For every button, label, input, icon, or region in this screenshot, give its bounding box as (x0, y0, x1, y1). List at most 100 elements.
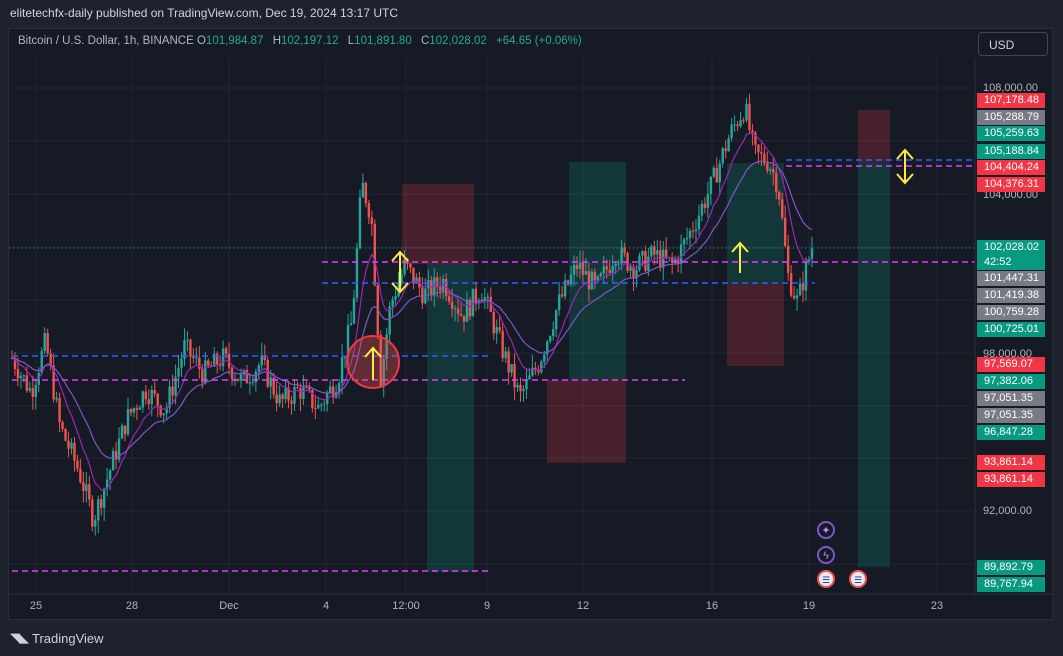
candle-body (379, 334, 382, 387)
candle-body (724, 148, 727, 152)
candle-body (28, 388, 32, 391)
up-arrow-annotation (731, 241, 749, 253)
candle-body (198, 357, 201, 369)
candle-body (465, 300, 469, 322)
close-value: 102,028.02 (429, 35, 487, 47)
candle-body (510, 364, 513, 373)
candle-body (385, 334, 388, 359)
candle-body (584, 271, 588, 275)
candle-body (73, 442, 76, 461)
candle-body (58, 397, 61, 423)
candle-body (769, 169, 772, 171)
time-axis-label: 9 (483, 600, 491, 612)
candle-body (757, 144, 760, 153)
candle-body (685, 237, 689, 240)
lightning-icon[interactable]: ϟ (817, 546, 835, 564)
candle-body (549, 336, 552, 342)
candle-body (525, 379, 528, 390)
candle-body (688, 230, 692, 238)
candle-body (254, 371, 258, 383)
candle-body (263, 355, 266, 360)
candle-body (439, 287, 442, 291)
candle-body (156, 393, 159, 406)
candle-body (168, 386, 171, 408)
candle-body (61, 422, 64, 429)
candle-body (534, 367, 537, 371)
candle-body (19, 375, 23, 379)
time-axis-label: 23 (930, 600, 944, 612)
candle-body (323, 403, 326, 405)
candle-body (531, 367, 534, 376)
price-badge: 96,847.28 (977, 425, 1045, 440)
candle-body (13, 357, 17, 370)
candle-body (766, 163, 769, 171)
candle-body (638, 255, 641, 270)
candle-body (665, 249, 668, 258)
chart-pane[interactable] (8, 28, 1053, 620)
candle-body (471, 288, 475, 317)
candle-body (40, 350, 43, 373)
candle-body (783, 217, 787, 246)
candle-body (340, 357, 344, 383)
candle-body (679, 244, 683, 264)
candle-body (623, 247, 626, 254)
candle-body (343, 357, 347, 359)
candle-body (641, 251, 644, 256)
candle-body (519, 385, 522, 392)
ohlc-legend: Bitcoin / U.S. Dollar, 1h, BINANCE O101,… (18, 35, 588, 47)
candle-body (34, 384, 37, 397)
candle-body (108, 470, 112, 480)
tv-mark-icon: ◥◣ (10, 630, 29, 645)
candle-body (403, 259, 406, 275)
candle-body (801, 283, 805, 291)
candle-body (192, 356, 195, 359)
price-badge: 101,419.38 (977, 288, 1045, 303)
candle-body (352, 298, 356, 324)
tradingview-logo[interactable]: ◥◣ TradingView (10, 630, 104, 646)
candle-body (245, 369, 249, 384)
candle-body (364, 182, 368, 204)
candle-body (599, 273, 602, 277)
candle-body (111, 451, 115, 471)
candle-body (287, 387, 290, 401)
candle-body (453, 308, 457, 310)
candle-body (85, 484, 88, 492)
candle-body (450, 301, 454, 309)
ema-slow-line (11, 160, 813, 459)
candle-body (129, 409, 133, 413)
candle-body (358, 197, 362, 248)
candle-body (754, 132, 757, 145)
candle-body (242, 369, 246, 375)
sparkle-icon[interactable]: ✦ (817, 521, 835, 539)
candle-body (516, 385, 519, 388)
candle-body (587, 271, 591, 290)
candle-body (105, 479, 109, 489)
axis-price-label: 108,000.00 (983, 82, 1039, 94)
candle-body (786, 245, 790, 274)
candle-body (346, 325, 350, 358)
us-flag-icon[interactable]: ☰ (849, 570, 867, 588)
candle-body (682, 239, 686, 245)
price-badge: 104,376.31 (977, 177, 1045, 192)
candle-body (703, 203, 707, 208)
time-axis-label: 25 (29, 600, 43, 612)
candle-body (483, 297, 487, 300)
us-flag-icon[interactable]: ☰ (817, 570, 835, 588)
candle-body (670, 256, 674, 263)
candle-body (22, 375, 26, 377)
candle-body (596, 276, 600, 281)
candle-body (394, 296, 397, 300)
candle-body (305, 387, 308, 389)
candle-body (150, 389, 153, 405)
low-value: 101,891.80 (354, 35, 412, 47)
price-badge: 107,178.48 (977, 93, 1045, 108)
double-arrow-annotation (391, 250, 409, 262)
axis-price-label: 92,000.00 (983, 505, 1032, 517)
candle-body (299, 388, 302, 399)
candle-body (715, 167, 718, 183)
candle-body (296, 386, 299, 389)
candle-body (94, 520, 97, 527)
candle-body (474, 288, 478, 304)
currency-button[interactable]: USD (978, 32, 1048, 56)
